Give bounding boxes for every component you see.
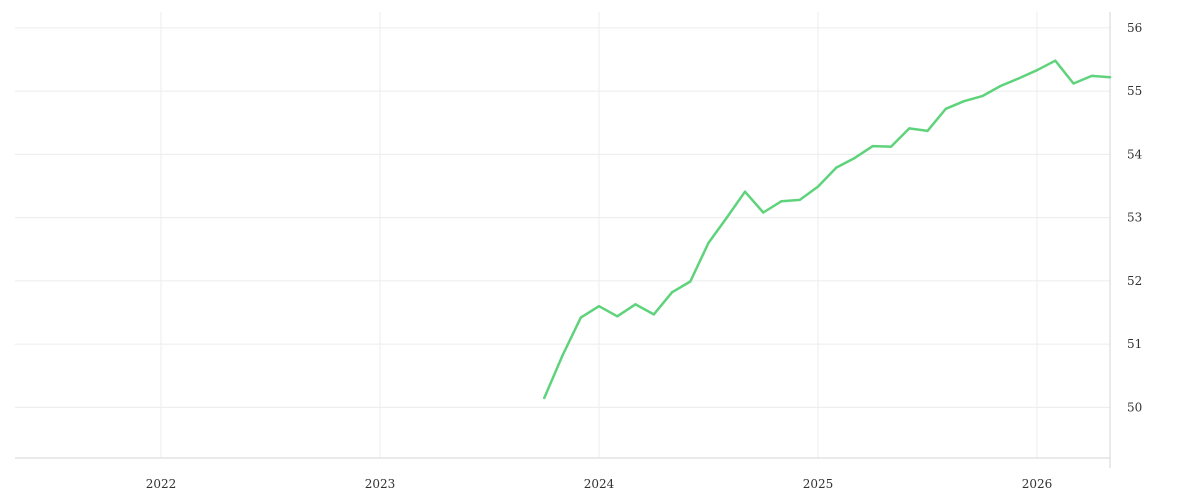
y-tick-label: 50 xyxy=(1127,400,1142,414)
data-point xyxy=(798,198,801,202)
data-point xyxy=(634,303,637,306)
data-point xyxy=(816,185,820,188)
y-grid xyxy=(15,27,1110,408)
y-tick-label: 56 xyxy=(1127,21,1142,35)
data-point xyxy=(579,316,582,319)
y-tick-label: 52 xyxy=(1127,274,1142,288)
data-point xyxy=(561,354,564,357)
data-point xyxy=(1054,59,1057,62)
data-point xyxy=(670,291,674,294)
x-axis-ticks: 2022 2023 2024 2025 2026 xyxy=(146,477,1053,491)
data-point xyxy=(889,145,893,148)
data-point xyxy=(1108,75,1112,79)
x-tick-label: 2022 xyxy=(146,477,177,491)
data-point xyxy=(962,100,966,103)
data-point xyxy=(981,94,984,98)
data-point xyxy=(926,129,929,133)
data-point xyxy=(1090,74,1093,78)
data-point xyxy=(1017,77,1020,80)
data-point xyxy=(762,211,765,214)
y-tick-label: 51 xyxy=(1127,337,1142,351)
series-layer xyxy=(543,59,1112,400)
y-axis-ticks: 50 51 52 53 54 55 56 xyxy=(1127,21,1143,415)
x-grid xyxy=(160,12,1038,458)
data-point xyxy=(743,190,747,193)
data-point xyxy=(597,304,601,308)
data-point xyxy=(835,166,838,169)
series-line xyxy=(543,59,1112,400)
data-point xyxy=(616,315,619,318)
data-point xyxy=(908,127,911,130)
x-tick-label: 2023 xyxy=(365,477,396,491)
data-point xyxy=(999,84,1002,88)
data-point xyxy=(871,144,874,148)
data-point xyxy=(725,216,728,219)
x-tick-label: 2024 xyxy=(584,477,615,491)
x-tick-label: 2026 xyxy=(1022,477,1053,491)
y-tick-label: 53 xyxy=(1127,211,1142,225)
data-point xyxy=(652,313,655,316)
data-point xyxy=(707,241,710,245)
data-point xyxy=(944,107,947,110)
data-point xyxy=(780,199,783,203)
data-point xyxy=(1035,69,1039,72)
x-tick-label: 2025 xyxy=(803,477,834,491)
data-point xyxy=(543,396,546,400)
data-point xyxy=(853,156,856,160)
data-point xyxy=(689,280,692,283)
y-tick-label: 54 xyxy=(1127,147,1143,161)
data-point xyxy=(1072,82,1075,85)
y-tick-label: 55 xyxy=(1127,84,1142,98)
